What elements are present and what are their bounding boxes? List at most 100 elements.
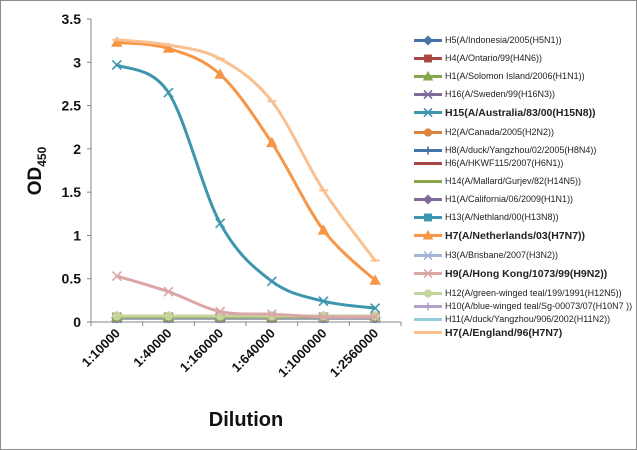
legend-item: H2(A/Canada/2005(H2N2)): [411, 127, 633, 137]
legend-label: H13(A/Nethland/00(H13N8)): [445, 212, 559, 222]
legend-swatch: [414, 180, 442, 183]
legend-swatch-marker: [422, 71, 434, 81]
data-point: [111, 271, 122, 282]
legend-swatch-marker: [424, 302, 432, 311]
legend-item: H1(A/Solomon Island/2006(H1N1)): [411, 71, 633, 81]
legend-swatch: [414, 318, 442, 321]
legend-swatch: [414, 213, 442, 222]
data-point: [370, 303, 381, 314]
x-tick-label: 1:1000000: [275, 326, 330, 381]
legend-swatch-marker: [423, 128, 433, 137]
legend-swatch-marker: [423, 89, 433, 100]
legend-item: H6(A/HKWF115/2007(H6N1)): [411, 158, 633, 168]
legend-label: H11(A/duck/Yangzhou/906/2002(H11N2)): [445, 314, 611, 324]
legend-swatch-marker: [422, 35, 434, 46]
legend-swatch: [414, 194, 442, 205]
legend-swatch-marker: [423, 250, 433, 261]
series-line: [115, 38, 377, 263]
x-tick-label: 1:40000: [130, 326, 174, 370]
data-point: [266, 309, 277, 320]
legend-label: H6(A/HKWF115/2007(H6N1)): [445, 158, 564, 168]
x-axis-title: Dilution: [209, 409, 283, 431]
data-point: [318, 296, 329, 307]
legend-swatch: [414, 146, 442, 155]
legend-label: H15(A/Australia/83/00(H15N8)): [445, 107, 596, 119]
data-point: [111, 59, 122, 70]
data-point: [369, 274, 381, 285]
legend-label: H3(A/Brisbane/2007(H3N2)): [445, 250, 559, 260]
legend-swatch: [414, 250, 442, 261]
legend-label: H1(A/Solomon Island/2006(H1N1)): [445, 71, 585, 81]
legend-item: H13(A/Nethland/00(H13N8)): [411, 212, 633, 222]
legend-item: H16(A/Sweden/99(H16N3)): [411, 89, 633, 100]
legend-label: H7(A/Netherlands/03(H7N7)): [445, 230, 586, 242]
series-group: [111, 271, 381, 322]
legend-swatch: [414, 331, 442, 334]
legend-swatch-marker: [424, 146, 432, 155]
legend-item: H7(A/Netherlands/03(H7N7)): [411, 230, 633, 242]
legend-item: H3(A/Brisbane/2007(H3N2)): [411, 250, 633, 261]
series-group: [112, 38, 380, 263]
legend-swatch: [414, 107, 442, 118]
x-tick-label: 1:2560000: [327, 326, 382, 381]
legend-swatch-marker: [423, 268, 433, 279]
data-point: [163, 87, 174, 98]
legend-label: H14(A/Mallard/Gurjev/82(H14N5)): [445, 176, 582, 186]
data-point: [111, 36, 123, 47]
legend-item: H14(A/Mallard/Gurjev/82(H14N5)): [411, 176, 633, 186]
x-tick-label: 1:640000: [228, 326, 277, 375]
y-tick-label: 1.5: [62, 184, 82, 200]
legend-swatch: [414, 128, 442, 137]
data-point: [162, 42, 175, 53]
legend-label: H9(A/Hong Kong/1073/99(H9N2)): [445, 268, 608, 280]
data-point: [112, 311, 122, 321]
legend-swatch: [414, 54, 442, 63]
legend-label: H2(A/Canada/2005(H2N2)): [445, 127, 555, 137]
data-point: [214, 68, 226, 79]
legend-label: H7(A/England/96(H7N7): [445, 327, 563, 339]
y-tick-label: 0: [73, 314, 81, 330]
legend-swatch-marker: [422, 194, 434, 205]
legend-item: H5(A/Indonesia/2005(H5N1)): [411, 35, 633, 46]
legend-swatch: [414, 230, 442, 240]
data-point: [215, 218, 226, 229]
series-group: [111, 59, 381, 314]
y-axis-title: OD450: [25, 146, 49, 195]
series-line: [115, 63, 377, 310]
legend-label: H12(A/green-winged teal/199/1991(H12N5)): [445, 288, 622, 298]
legend-item: H9(A/Hong Kong/1073/99(H9N2)): [411, 268, 633, 280]
legend-swatch: [414, 302, 442, 311]
legend-swatch: [414, 289, 442, 298]
legend-label: H4(A/Ontario/99(H4N6)): [445, 53, 543, 63]
legend-swatch: [414, 268, 442, 279]
y-tick-label: 2: [73, 141, 81, 157]
data-point: [163, 311, 174, 321]
legend-swatch: [414, 162, 442, 165]
legend-item: H8(A/duck/Yangzhou/02/2005(H8N4)): [411, 145, 633, 155]
legend-item: H10(A/blue-winged teal/Sg-00073/07(H10N7…: [411, 301, 633, 311]
legend-swatch-marker: [422, 230, 434, 240]
legend-swatch-marker: [424, 54, 432, 63]
legend-label: H5(A/Indonesia/2005(H5N1)): [445, 35, 562, 45]
legend-swatch-marker: [423, 289, 433, 298]
legend-item: H1(A/California/06/2009(H1N1)): [411, 194, 633, 205]
y-tick-label: 0.5: [62, 271, 82, 287]
x-tick-label: 1:160000: [177, 326, 226, 375]
legend-label: H10(A/blue-winged teal/Sg-00073/07(H10N7…: [445, 301, 633, 311]
legend-label: H8(A/duck/Yangzhou/02/2005(H8N4)): [445, 145, 597, 155]
data-point: [163, 286, 174, 297]
legend-swatch-marker: [423, 107, 433, 118]
legend-swatch-marker: [424, 213, 432, 222]
legend: H5(A/Indonesia/2005(H5N1)) H4(A/Ontario/9…: [411, 35, 633, 347]
legend-swatch: [414, 71, 442, 81]
legend-label: H16(A/Sweden/99(H16N3)): [445, 89, 556, 99]
data-point: [266, 276, 277, 287]
y-tick-label: 2.5: [62, 98, 82, 114]
legend-item: H12(A/green-winged teal/199/1991(H12N5)): [411, 288, 633, 298]
legend-swatch: [414, 35, 442, 46]
series-line: [115, 274, 377, 319]
y-tick-label: 1: [73, 227, 81, 243]
x-tick-label: 1:10000: [79, 326, 123, 370]
